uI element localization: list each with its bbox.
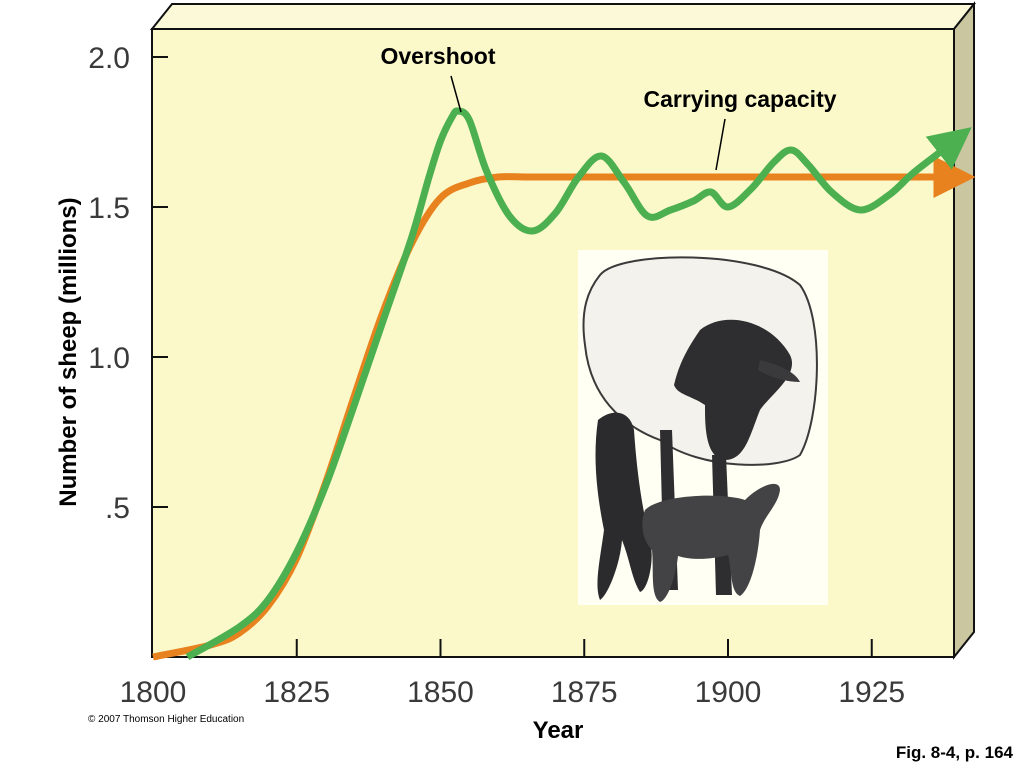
x-tick-label: 1800 xyxy=(120,676,187,709)
plot-area xyxy=(151,28,955,658)
x-tick-label: 1850 xyxy=(407,676,474,709)
y-tick-label: 1.5 xyxy=(88,192,130,225)
x-tick-label: 1925 xyxy=(838,676,905,709)
lamb-standing xyxy=(595,412,652,600)
population-line xyxy=(185,107,972,661)
series-layer xyxy=(152,107,976,661)
ewe-head xyxy=(674,319,793,460)
y-tick-label: .5 xyxy=(105,492,130,525)
y-tick-label: 1.0 xyxy=(88,342,130,375)
annotation-carrying-capacity: Carrying capacity xyxy=(643,86,837,171)
copyright-note: © 2007 Thomson Higher Education xyxy=(88,714,244,725)
box-top xyxy=(149,3,977,30)
x-tick-label: 1825 xyxy=(263,676,330,709)
plot-box xyxy=(149,1,977,660)
annotation-overshoot-label: Overshoot xyxy=(380,43,495,69)
x-tick-label: 1875 xyxy=(551,676,618,709)
annotation-overshoot-leader xyxy=(450,75,462,113)
lamb-nursing xyxy=(642,483,780,602)
x-axis-title: Year xyxy=(533,717,584,744)
x-axis: 1800 1825 1850 1875 1900 1925 xyxy=(120,639,905,709)
ewe-with-lambs-photo xyxy=(578,250,828,605)
figure-reference: Fig. 8-4, p. 164 xyxy=(896,743,1014,762)
annotation-carrying-capacity-label: Carrying capacity xyxy=(643,86,836,112)
ewe-ear xyxy=(758,360,800,382)
y-axis-title: Number of sheep (millions) xyxy=(55,197,82,506)
annotation-overshoot: Overshoot xyxy=(380,43,496,113)
x-tick-label: 1900 xyxy=(695,676,762,709)
box-side xyxy=(953,1,975,660)
y-axis: .5 1.0 1.5 2.0 xyxy=(88,42,168,525)
y-tick-label: 2.0 xyxy=(88,42,130,75)
annotation-carrying-capacity-leader xyxy=(715,118,726,171)
